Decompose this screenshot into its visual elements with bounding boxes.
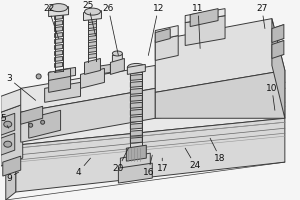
Polygon shape (56, 67, 76, 78)
Text: 4: 4 (76, 158, 91, 177)
Polygon shape (55, 15, 63, 20)
Polygon shape (88, 53, 97, 58)
Polygon shape (88, 24, 97, 29)
Polygon shape (155, 36, 178, 60)
Polygon shape (130, 116, 142, 122)
Polygon shape (126, 145, 146, 161)
Polygon shape (55, 45, 63, 49)
Text: 16: 16 (142, 155, 154, 177)
Polygon shape (88, 18, 97, 23)
Polygon shape (130, 109, 142, 115)
Polygon shape (120, 153, 150, 173)
Polygon shape (55, 33, 63, 38)
Ellipse shape (128, 63, 145, 71)
Polygon shape (80, 68, 104, 88)
Polygon shape (88, 36, 97, 41)
Polygon shape (155, 26, 178, 41)
Text: 9: 9 (6, 172, 19, 183)
Ellipse shape (4, 141, 12, 147)
Ellipse shape (50, 4, 68, 12)
Text: 12: 12 (148, 4, 164, 55)
Polygon shape (130, 137, 142, 143)
Polygon shape (272, 25, 284, 43)
Ellipse shape (4, 121, 12, 127)
Polygon shape (190, 9, 218, 27)
Polygon shape (1, 133, 15, 155)
Polygon shape (130, 130, 142, 136)
Polygon shape (21, 106, 43, 124)
Polygon shape (112, 53, 122, 64)
Text: 24: 24 (185, 148, 201, 170)
Polygon shape (155, 70, 285, 118)
Polygon shape (88, 30, 97, 35)
Polygon shape (29, 110, 61, 138)
Polygon shape (130, 74, 142, 80)
Circle shape (41, 120, 45, 124)
Polygon shape (55, 27, 63, 32)
Text: 27: 27 (256, 4, 268, 29)
Polygon shape (1, 113, 15, 135)
Text: 17: 17 (157, 158, 168, 173)
Text: 11: 11 (192, 4, 204, 48)
Text: 10: 10 (266, 84, 278, 110)
Polygon shape (110, 58, 124, 74)
Polygon shape (55, 39, 63, 44)
Polygon shape (118, 163, 152, 183)
Polygon shape (21, 65, 155, 112)
Polygon shape (16, 65, 285, 145)
Polygon shape (49, 7, 69, 17)
Polygon shape (130, 95, 142, 101)
Polygon shape (83, 11, 101, 21)
Polygon shape (272, 41, 284, 58)
Text: 22: 22 (43, 4, 58, 39)
Polygon shape (6, 92, 16, 200)
Polygon shape (130, 123, 142, 129)
Text: 25: 25 (83, 1, 95, 36)
Circle shape (29, 123, 33, 127)
Polygon shape (55, 62, 63, 67)
Polygon shape (1, 88, 23, 112)
Polygon shape (49, 68, 70, 84)
Polygon shape (155, 19, 285, 92)
Polygon shape (55, 56, 63, 61)
Polygon shape (88, 47, 97, 52)
Ellipse shape (85, 8, 101, 15)
Polygon shape (185, 9, 225, 23)
Polygon shape (1, 104, 23, 166)
Text: 5: 5 (0, 114, 9, 128)
Polygon shape (130, 81, 142, 87)
Polygon shape (55, 50, 63, 55)
Polygon shape (21, 88, 155, 142)
Polygon shape (128, 64, 145, 74)
Circle shape (36, 74, 41, 79)
Polygon shape (272, 19, 285, 118)
Polygon shape (55, 21, 63, 26)
Polygon shape (88, 42, 97, 47)
Polygon shape (3, 156, 21, 176)
Ellipse shape (112, 51, 122, 56)
Text: 3: 3 (6, 74, 36, 100)
Text: 20: 20 (113, 148, 128, 173)
Polygon shape (185, 16, 225, 46)
Polygon shape (130, 88, 142, 94)
Polygon shape (155, 29, 170, 43)
Polygon shape (49, 76, 70, 92)
Text: 26: 26 (103, 4, 118, 55)
Polygon shape (85, 58, 101, 74)
Polygon shape (91, 64, 110, 75)
Polygon shape (130, 102, 142, 108)
Polygon shape (45, 82, 80, 102)
Circle shape (48, 72, 53, 77)
Polygon shape (130, 67, 142, 73)
Polygon shape (16, 118, 285, 192)
Text: 18: 18 (210, 138, 226, 163)
